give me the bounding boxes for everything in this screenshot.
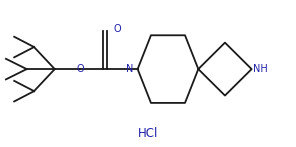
Text: NH: NH xyxy=(253,64,268,74)
Text: HCl: HCl xyxy=(138,127,158,140)
Text: O: O xyxy=(76,64,84,74)
Text: O: O xyxy=(114,24,122,34)
Text: N: N xyxy=(126,64,133,74)
